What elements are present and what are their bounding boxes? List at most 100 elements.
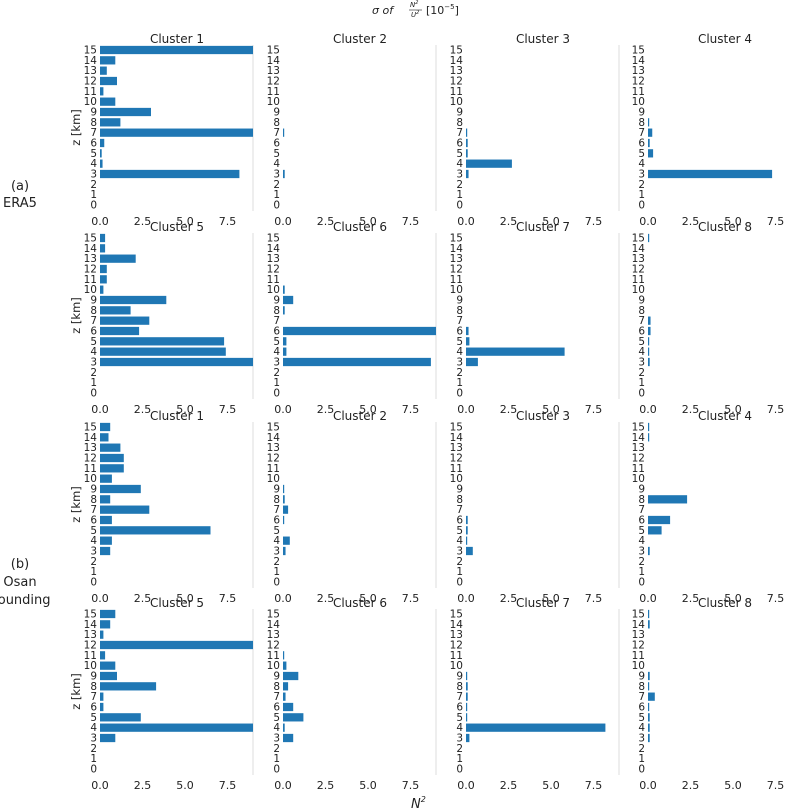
bar-z-6 <box>466 702 468 712</box>
y-tick-label: 1 <box>90 753 97 765</box>
y-tick-label: 7 <box>456 691 463 703</box>
y-tick-label: 13 <box>450 442 463 454</box>
y-tick-label: 14 <box>632 55 646 67</box>
y-tick-label: 0 <box>90 577 97 589</box>
bar-z-13 <box>100 630 104 639</box>
y-tick-label: 1 <box>273 189 280 201</box>
y-tick-label: 2 <box>638 743 645 755</box>
y-tick-label: 13 <box>632 629 645 641</box>
y-tick-label: 14 <box>267 619 281 631</box>
y-tick-label: 10 <box>267 96 280 108</box>
y-tick-label: 14 <box>84 55 98 67</box>
y-tick-label: 14 <box>267 55 281 67</box>
x-tick-label: 7.5 <box>767 592 785 605</box>
y-tick-label: 2 <box>273 179 280 191</box>
y-tick-label: 3 <box>638 546 645 558</box>
y-tick-label: 10 <box>632 473 645 485</box>
y-tick-label: 14 <box>84 619 98 631</box>
bar-z-7 <box>100 316 150 325</box>
y-tick-label: 5 <box>273 712 280 724</box>
bar-z-12 <box>100 453 124 463</box>
y-tick-label: 6 <box>638 702 645 714</box>
y-tick-label: 2 <box>456 743 463 755</box>
y-tick-label: 7 <box>90 315 97 327</box>
x-tick-label: 7.5 <box>585 403 603 416</box>
y-tick-label: 12 <box>450 264 463 276</box>
x-tick-label: 5.0 <box>359 779 377 792</box>
x-tick-label: 7.5 <box>767 779 785 792</box>
y-tick-label: 2 <box>90 367 97 379</box>
y-tick-label: 14 <box>450 243 464 255</box>
bar-z-6 <box>648 326 651 336</box>
y-tick-label: 15 <box>84 233 97 245</box>
x-tick-label: 5.0 <box>542 215 560 228</box>
bottom-label-sup: 2 <box>421 795 426 804</box>
bar-z-6 <box>648 702 650 712</box>
x-tick-label: 0.0 <box>274 592 292 605</box>
y-tick-label: 4 <box>273 722 280 734</box>
bar-z-3 <box>648 357 650 367</box>
y-tick-label: 1 <box>638 566 645 578</box>
y-tick-label: 3 <box>90 169 97 181</box>
bar-z-3 <box>466 546 473 556</box>
bar-z-10 <box>100 285 104 294</box>
x-tick-label: 0.0 <box>639 779 657 792</box>
bar-z-3 <box>283 546 286 556</box>
y-tick-label: 5 <box>638 336 645 348</box>
panel-title: Cluster 1 <box>150 32 204 46</box>
y-tick-label: 8 <box>456 117 463 129</box>
panel-title: Cluster 3 <box>516 409 570 423</box>
y-tick-label: 2 <box>638 556 645 568</box>
title-suffix: [10 <box>426 4 444 17</box>
bar-z-7 <box>466 692 468 701</box>
x-tick-label: 5.0 <box>724 779 742 792</box>
y-tick-label: 4 <box>90 158 97 170</box>
x-tick-label: 5.0 <box>176 779 194 792</box>
y-axis-label: z [km] <box>69 486 83 523</box>
x-tick-label: 5.0 <box>176 592 194 605</box>
bar-z-9 <box>283 295 294 305</box>
bar-z-4 <box>648 347 650 356</box>
x-tick-label: 0.0 <box>457 215 475 228</box>
y-tick-label: 9 <box>456 671 463 683</box>
y-tick-label: 2 <box>273 743 280 755</box>
y-tick-label: 0 <box>456 200 463 212</box>
y-tick-label: 0 <box>273 764 280 776</box>
y-tick-label: 7 <box>638 691 645 703</box>
y-tick-label: 3 <box>638 169 645 181</box>
y-tick-label: 10 <box>632 660 645 672</box>
x-tick-label: 0.0 <box>274 779 292 792</box>
panel-title: Cluster 2 <box>333 409 387 423</box>
y-tick-label: 10 <box>267 284 280 296</box>
bar-z-4 <box>100 159 103 168</box>
y-tick-label: 15 <box>267 422 280 434</box>
y-tick-label: 0 <box>90 200 97 212</box>
x-tick-label: 2.5 <box>134 215 152 228</box>
y-tick-label: 5 <box>90 712 97 724</box>
y-tick-label: 15 <box>632 233 645 245</box>
y-tick-label: 11 <box>632 274 645 286</box>
bar-z-5 <box>466 526 468 535</box>
y-tick-label: 8 <box>90 681 97 693</box>
bar-z-4 <box>100 347 226 356</box>
bar-z-6 <box>100 138 105 148</box>
bar-z-6 <box>648 138 650 148</box>
y-tick-label: 9 <box>90 671 97 683</box>
x-tick-label: 2.5 <box>134 779 152 792</box>
bar-z-15 <box>648 609 650 619</box>
y-tick-label: 13 <box>632 442 645 454</box>
y-tick-label: 4 <box>638 158 645 170</box>
x-tick-label: 2.5 <box>682 403 700 416</box>
bar-z-7 <box>466 128 468 137</box>
y-tick-label: 4 <box>273 158 280 170</box>
title-units: [10−5] <box>426 3 459 17</box>
bar-z-4 <box>100 723 253 732</box>
y-tick-label: 0 <box>90 388 97 400</box>
y-tick-label: 11 <box>450 650 463 662</box>
y-tick-label: 12 <box>632 264 645 276</box>
